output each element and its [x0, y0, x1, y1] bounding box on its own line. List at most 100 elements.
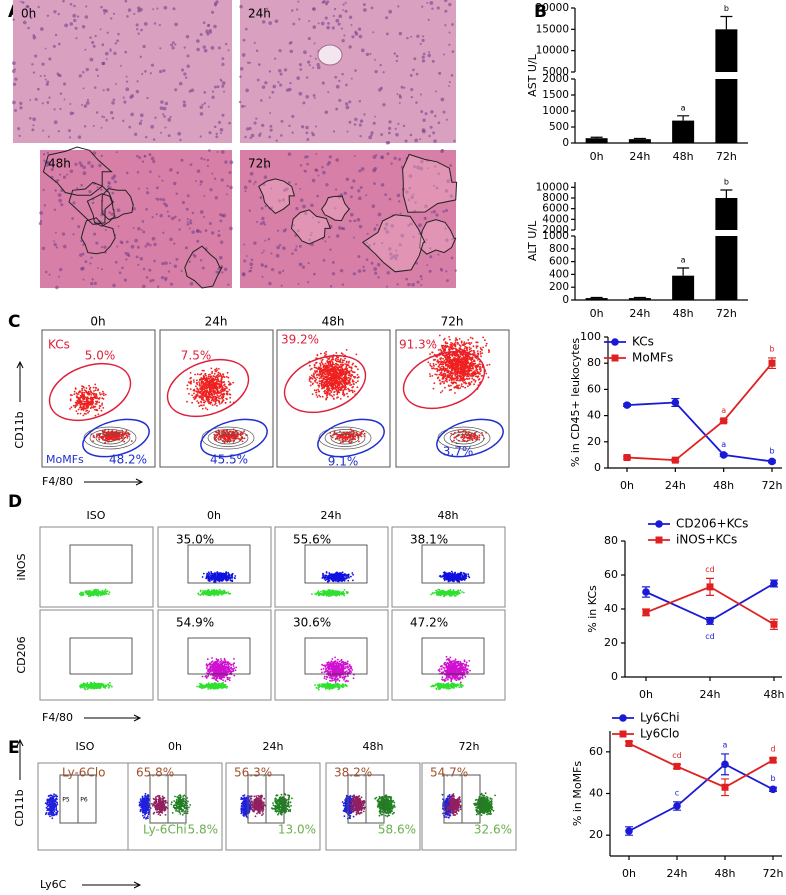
event-dot [440, 365, 443, 368]
nucleus [272, 84, 277, 89]
event-dot [97, 388, 99, 391]
legend-marker [611, 338, 619, 346]
event-dot [345, 370, 347, 372]
event-dot [444, 356, 446, 358]
nucleus [427, 167, 429, 170]
event-dot [336, 374, 339, 377]
nucleus [48, 57, 52, 61]
nucleus [85, 101, 90, 105]
y-tick-label: 0 [562, 294, 569, 306]
nucleus [327, 160, 332, 165]
event-dot [108, 437, 111, 440]
event-dot [102, 392, 105, 395]
event-dot [77, 408, 80, 411]
nucleus [166, 210, 169, 213]
nucleus [295, 245, 298, 248]
nucleus [219, 78, 222, 81]
nucleus [142, 267, 146, 271]
event-dot [438, 334, 441, 337]
nucleus [407, 198, 411, 202]
event-dot [462, 367, 465, 370]
nucleus [199, 105, 204, 110]
nucleus [184, 76, 188, 79]
nucleus [143, 21, 148, 26]
nucleus [453, 139, 456, 143]
bar [628, 298, 651, 300]
nucleus [101, 115, 104, 118]
event-dot [211, 380, 214, 383]
nucleus [265, 7, 269, 11]
event-dot [70, 406, 73, 409]
nucleus [208, 149, 211, 152]
event-dot [348, 376, 350, 379]
nucleus [113, 51, 117, 56]
event-dot [329, 384, 332, 387]
event-dot [88, 410, 90, 413]
event-dot [98, 405, 101, 407]
nucleus [250, 133, 255, 138]
nucleus [110, 212, 114, 216]
time-label: 72h [248, 157, 271, 171]
nucleus [310, 203, 314, 208]
event-dot [353, 431, 355, 434]
nucleus [327, 21, 330, 25]
nucleus [111, 191, 115, 195]
nucleus [324, 110, 329, 114]
event-dot [338, 386, 341, 389]
nucleus [256, 78, 260, 82]
nucleus [109, 186, 112, 189]
nucleus [82, 71, 85, 74]
event-dot [118, 438, 120, 440]
nucleus [410, 35, 413, 38]
event-dot [465, 382, 468, 385]
event-dot [471, 377, 474, 380]
event-dot [450, 342, 452, 344]
event-dot [441, 345, 443, 348]
event-dot [340, 373, 343, 376]
nucleus [215, 132, 218, 136]
nucleus [151, 278, 155, 282]
nucleus [440, 149, 445, 154]
event-dot [83, 396, 86, 399]
event-dot [221, 400, 224, 403]
event-dot [354, 365, 357, 368]
nucleus [335, 188, 338, 191]
nucleus [292, 22, 296, 26]
nucleus [44, 78, 47, 81]
histology-image: 48h [38, 146, 234, 290]
event-dot [325, 398, 328, 401]
event-dot [212, 377, 215, 380]
nucleus [354, 117, 358, 122]
event-dot [431, 375, 434, 377]
event-dot [204, 373, 207, 375]
nucleus [145, 276, 149, 279]
significance-label: b [724, 4, 729, 13]
event-dot [357, 368, 359, 371]
event-dot [88, 384, 90, 387]
nucleus [57, 12, 60, 16]
nucleus [350, 212, 354, 217]
event-dot [447, 384, 450, 387]
event-dot [192, 396, 195, 399]
event-dot [93, 390, 95, 392]
event-dot [457, 387, 460, 390]
nucleus [309, 55, 312, 58]
nucleus [85, 5, 88, 8]
event-dot [92, 393, 95, 396]
nucleus [58, 198, 62, 203]
event-dot [351, 389, 354, 392]
event-dot [101, 404, 103, 406]
event-dot [338, 373, 341, 375]
nucleus [186, 64, 190, 68]
event-dot [351, 391, 354, 394]
event-dot [230, 383, 232, 385]
nucleus [380, 183, 385, 187]
nucleus [199, 112, 204, 116]
event-dot [325, 350, 328, 353]
nucleus [411, 282, 415, 287]
event-dot [453, 381, 455, 383]
nucleus [199, 230, 202, 234]
event-dot [355, 381, 357, 384]
event-dot [468, 370, 471, 372]
nucleus [78, 74, 82, 78]
